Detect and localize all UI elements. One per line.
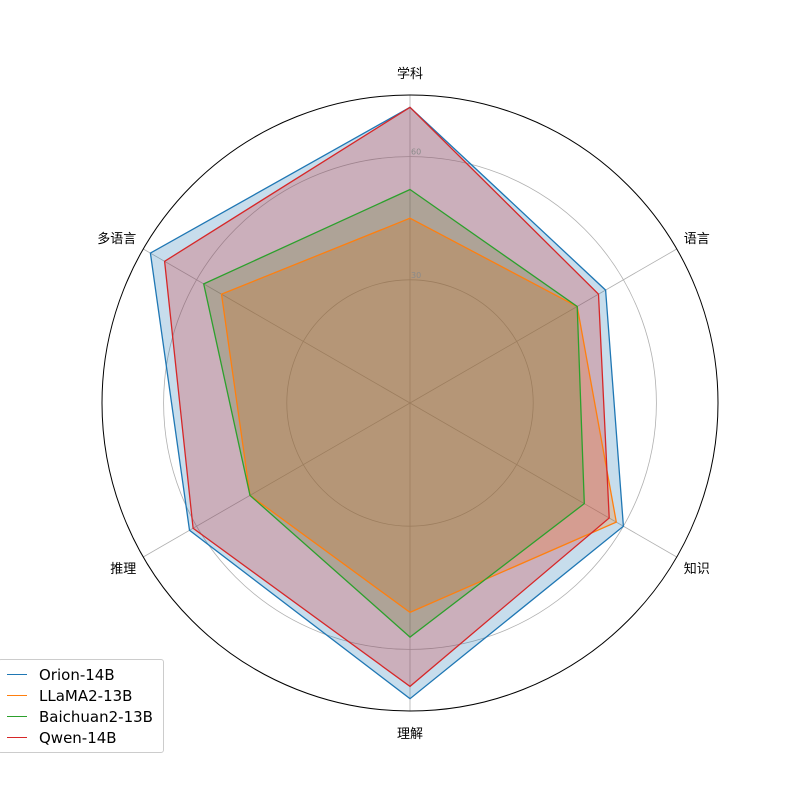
legend-label: Baichuan2-13B [39,707,153,726]
axis-label-1: 语言 [684,232,710,247]
axis-label-3: 理解 [397,727,423,742]
series-line [202,188,585,638]
grid-spoke [143,402,411,558]
axis-label-2: 知识 [684,561,710,577]
series-area [164,107,610,687]
series-area [221,218,617,613]
legend-item: Baichuan2-13B [7,706,153,727]
grid-spoke [409,402,677,558]
series-area [203,189,585,638]
radial-tick-label: 60 [411,148,421,157]
radial-tick-label: 30 [411,271,421,280]
legend-swatch [7,716,27,717]
legend-item: LLaMA2-13B [7,685,153,706]
axis-label-5: 多语言 [97,231,136,247]
series-area [150,107,624,699]
legend-swatch [7,737,27,738]
grid-spoke [409,248,677,404]
series-line [163,106,610,688]
legend-swatch [7,674,27,675]
legend-label: Orion-14B [39,665,115,684]
legend-item: Qwen-14B [7,727,153,748]
series-line [149,106,625,700]
grid-spoke [143,248,411,404]
legend-swatch [7,695,27,696]
axis-label-0: 学科 [397,66,423,82]
axis-label-4: 推理 [110,562,136,577]
legend: Orion-14B LLaMA2-13B Baichuan2-13B Qwen-14B [0,659,164,753]
legend-item: Orion-14B [7,664,153,685]
polar-frame [101,94,719,712]
legend-label: Qwen-14B [39,728,117,747]
legend-label: LLaMA2-13B [39,686,133,705]
